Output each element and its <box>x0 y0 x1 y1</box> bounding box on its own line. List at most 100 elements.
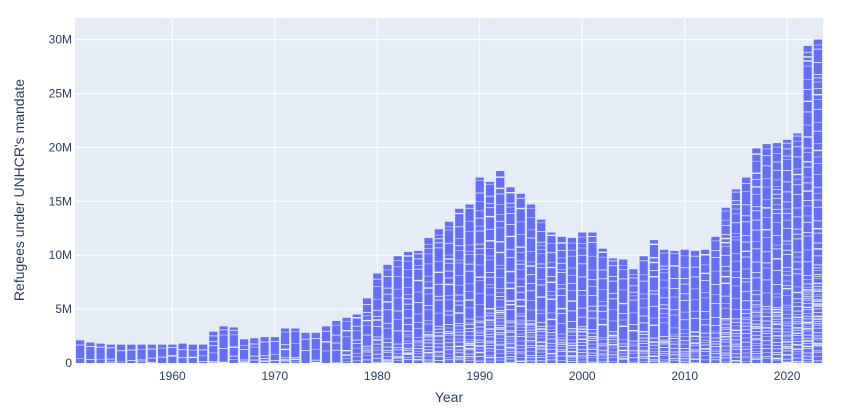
bar-1963[interactable] <box>198 344 208 363</box>
bar-2013[interactable] <box>711 236 720 363</box>
bar-segment-separator <box>506 348 515 350</box>
bar-segment-separator <box>250 355 259 357</box>
bar-1998[interactable] <box>557 236 566 363</box>
bar-1994[interactable] <box>516 193 525 363</box>
bar-1960[interactable] <box>168 344 177 363</box>
bar-segment-separator <box>598 353 607 355</box>
bar-2017[interactable] <box>752 148 761 363</box>
bar-1965[interactable] <box>219 326 228 364</box>
bar-segment-separator <box>444 359 454 361</box>
bar-2020[interactable] <box>783 139 792 364</box>
bar-1958[interactable] <box>147 344 156 363</box>
bar-1953[interactable] <box>96 343 105 363</box>
bar-1997[interactable] <box>547 232 556 363</box>
bar-1983[interactable] <box>403 251 413 363</box>
bar-2004[interactable] <box>619 259 628 364</box>
bar-1989[interactable] <box>465 204 474 363</box>
bar-2018[interactable] <box>762 144 771 363</box>
bar-1954[interactable] <box>106 344 115 363</box>
bar-1971[interactable] <box>280 328 290 364</box>
bar-segment-separator <box>660 265 669 267</box>
bar-1978[interactable] <box>352 314 361 363</box>
bar-1973[interactable] <box>301 332 310 363</box>
bar-1980[interactable] <box>373 273 382 363</box>
bar-1964[interactable] <box>209 331 218 363</box>
bar-2022[interactable] <box>803 46 812 363</box>
bar-2012[interactable] <box>701 249 710 363</box>
bar-segment-separator <box>649 270 659 271</box>
bar-2023[interactable] <box>813 39 822 363</box>
bar-1977[interactable] <box>342 317 351 363</box>
bar-1962[interactable] <box>188 344 197 363</box>
bar-segment-separator <box>711 340 720 342</box>
bar-1996[interactable] <box>537 219 546 363</box>
bar-segment-separator <box>608 320 618 322</box>
bar-segment-separator <box>280 356 290 359</box>
bar-1970[interactable] <box>270 337 279 363</box>
bar-1974[interactable] <box>311 332 320 364</box>
bar-2010[interactable] <box>680 249 689 363</box>
bar-2011[interactable] <box>690 250 700 363</box>
bar-segment-separator <box>537 245 546 247</box>
bar-segment-separator <box>711 343 720 345</box>
bar-1979[interactable] <box>362 298 372 363</box>
bar-2007[interactable] <box>649 240 659 363</box>
bar-2009[interactable] <box>670 250 679 363</box>
bar-1967[interactable] <box>239 339 249 363</box>
bar-1988[interactable] <box>455 208 464 363</box>
bar-segment-separator <box>752 178 761 180</box>
bar-1986[interactable] <box>434 229 443 363</box>
bar-1968[interactable] <box>250 338 259 363</box>
bar-segment-separator <box>496 317 505 319</box>
bar-1959[interactable] <box>157 344 167 363</box>
bar-1981[interactable] <box>383 264 392 363</box>
bar-segment-separator <box>772 179 781 181</box>
bar-1987[interactable] <box>444 221 454 363</box>
bar-1961[interactable] <box>178 343 187 363</box>
bar-1984[interactable] <box>414 250 423 363</box>
bar-segment-separator <box>690 361 700 363</box>
bar-2005[interactable] <box>629 269 638 363</box>
bar-1976[interactable] <box>332 320 341 363</box>
bar-1966[interactable] <box>229 327 238 363</box>
bar-segment-separator <box>598 251 607 253</box>
bar-segment-separator <box>526 350 536 352</box>
bar-segment-separator <box>537 331 546 333</box>
bar-2003[interactable] <box>608 258 618 363</box>
bar-1952[interactable] <box>86 342 95 363</box>
bar-1956[interactable] <box>127 344 136 363</box>
bar-1990[interactable] <box>475 177 484 363</box>
bar-2019[interactable] <box>772 143 781 363</box>
bar-segment-separator <box>772 308 781 311</box>
bar-1991[interactable] <box>485 181 495 363</box>
bar-segment-separator <box>680 350 689 353</box>
bar-segment-separator <box>639 330 648 333</box>
bar-1992[interactable] <box>496 171 505 363</box>
bar-2008[interactable] <box>660 249 669 363</box>
bar-1951[interactable] <box>76 340 85 363</box>
bar-segment-separator <box>475 335 484 337</box>
bar-2016[interactable] <box>742 177 751 363</box>
bar-2021[interactable] <box>793 133 802 363</box>
bar-segment-separator <box>783 148 792 150</box>
bar-1969[interactable] <box>260 337 269 363</box>
bar-2014[interactable] <box>721 207 730 363</box>
bar-1957[interactable] <box>137 344 146 363</box>
bar-1972[interactable] <box>291 328 300 364</box>
bar-2000[interactable] <box>578 232 587 363</box>
bar-segment-separator <box>731 353 741 355</box>
bar-1999[interactable] <box>567 237 577 363</box>
bar-1982[interactable] <box>393 256 402 363</box>
bar-1993[interactable] <box>506 187 515 363</box>
bar-segment-separator <box>567 282 577 284</box>
bar-2002[interactable] <box>598 248 607 363</box>
bar-segment-separator <box>629 352 638 354</box>
bar-2015[interactable] <box>731 189 741 363</box>
bar-1975[interactable] <box>321 326 331 363</box>
bar-2006[interactable] <box>639 256 648 363</box>
bar-segment-separator <box>260 341 269 343</box>
bar-1985[interactable] <box>424 237 433 363</box>
bar-2001[interactable] <box>588 232 597 364</box>
bar-1955[interactable] <box>117 344 126 363</box>
bar-1995[interactable] <box>526 204 536 363</box>
